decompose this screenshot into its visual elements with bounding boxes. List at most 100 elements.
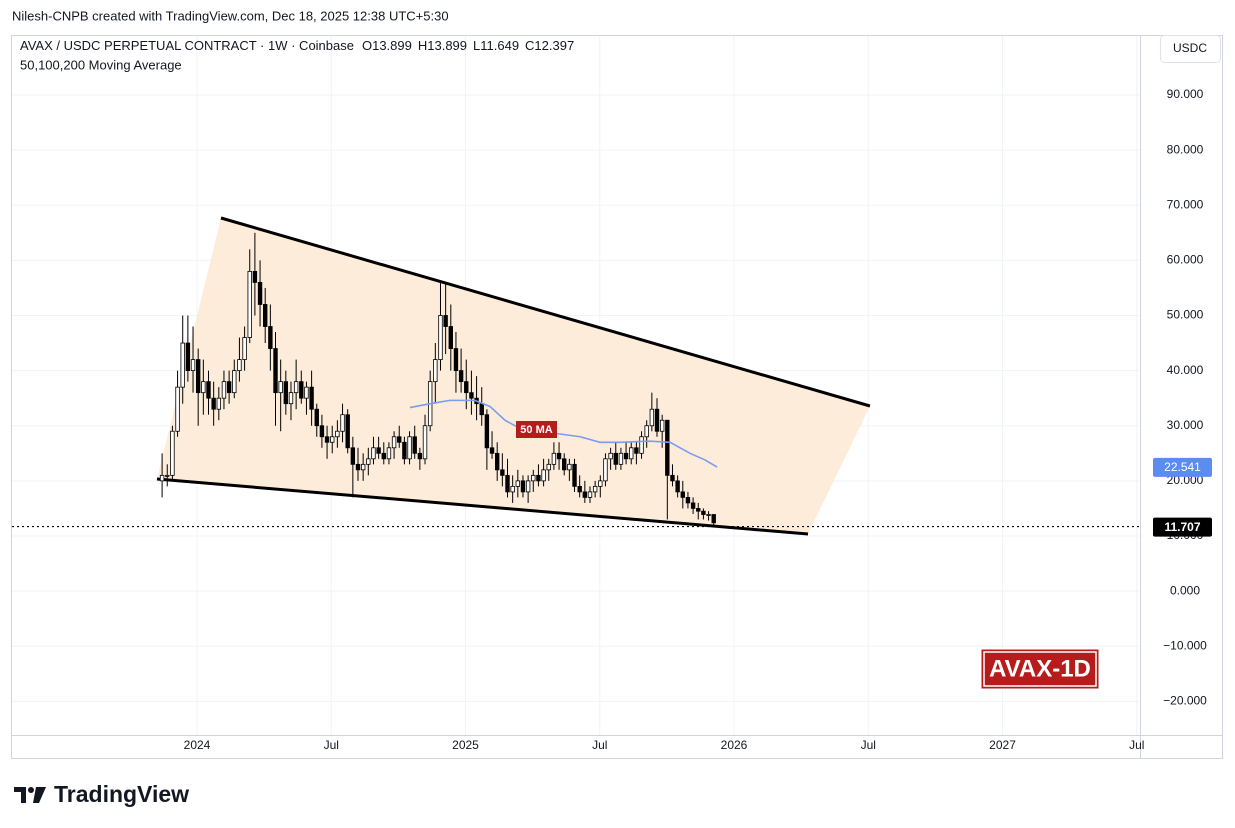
candle-body xyxy=(340,414,345,432)
candle-body xyxy=(464,381,469,394)
candle-body xyxy=(288,392,294,405)
candle-body xyxy=(690,502,696,509)
candle-body xyxy=(551,452,557,465)
candle-body xyxy=(531,474,536,482)
candle-body xyxy=(505,474,510,493)
candle-body xyxy=(402,441,407,460)
candle-body xyxy=(381,452,386,460)
y-tick-label: 40.000 xyxy=(1167,363,1204,377)
x-tick-label: 2025 xyxy=(452,738,479,752)
candle-body xyxy=(350,447,356,465)
candle-body xyxy=(252,270,258,283)
candle-body xyxy=(613,452,618,465)
legend-low: L11.649 xyxy=(473,38,519,53)
candle-body xyxy=(433,359,438,383)
candle-body xyxy=(489,447,495,454)
candle-body xyxy=(170,430,175,476)
candle-body xyxy=(221,381,227,399)
candle-body xyxy=(273,348,278,394)
candle-body xyxy=(314,408,319,427)
candle-body xyxy=(211,397,216,410)
candle-body xyxy=(268,326,273,349)
candle-body xyxy=(556,452,562,460)
candle-body xyxy=(232,370,237,394)
candle-body xyxy=(448,326,453,349)
candle-body xyxy=(391,436,397,449)
candle-body xyxy=(397,436,402,443)
candle-body xyxy=(247,270,252,338)
brand-name: TradingView xyxy=(54,781,189,807)
candle-body xyxy=(299,381,304,399)
candle-body xyxy=(541,469,546,482)
y-tick-label: −10.000 xyxy=(1163,638,1207,652)
candle-body xyxy=(546,463,551,471)
currency-label[interactable]: USDC xyxy=(1173,41,1207,55)
candle-body xyxy=(598,480,603,487)
candle-body xyxy=(185,342,191,372)
candle-body xyxy=(438,315,443,360)
candle-body xyxy=(582,491,588,498)
brand-logo xyxy=(14,787,46,803)
x-tick-label: Jul xyxy=(592,738,607,752)
candle-body xyxy=(665,419,670,476)
candle-body xyxy=(242,337,247,360)
candle-body xyxy=(324,436,330,443)
candle-body xyxy=(670,474,675,482)
candle-body xyxy=(443,315,448,327)
candle-body xyxy=(654,408,660,432)
candle-body xyxy=(634,447,639,454)
legend-high: H13.899 xyxy=(418,38,467,53)
candle-body xyxy=(608,452,613,460)
candle-body xyxy=(335,430,340,438)
candle-body xyxy=(371,447,376,460)
ma-badge xyxy=(516,421,557,438)
candle-body xyxy=(525,480,531,493)
candle-body xyxy=(355,463,361,471)
legend: AVAX / USDC PERPETUAL CONTRACT · 1W · Co… xyxy=(20,38,574,53)
y-tick-label: 0.000 xyxy=(1170,583,1200,597)
y-tick-label: 80.000 xyxy=(1167,142,1204,156)
grid xyxy=(12,36,1140,735)
currency-button[interactable] xyxy=(1160,35,1221,63)
x-tick-label: 2024 xyxy=(184,738,211,752)
badge-box xyxy=(980,648,1100,690)
ma-value-box xyxy=(1153,457,1212,477)
candle-body xyxy=(562,458,567,471)
candle-body xyxy=(407,436,412,460)
candle-body xyxy=(701,510,706,515)
candle-body xyxy=(469,392,474,399)
candle-body xyxy=(680,491,685,498)
ma-value-label: 22.541 xyxy=(1164,460,1201,474)
candle-body xyxy=(479,403,484,416)
candle-body xyxy=(649,408,655,427)
wedge-fill xyxy=(157,218,870,534)
candle-body xyxy=(577,485,582,493)
x-tick-label: Jul xyxy=(324,738,339,752)
candle-body xyxy=(484,414,490,449)
candle-body xyxy=(629,447,634,460)
candle-body xyxy=(175,386,180,432)
candle-body xyxy=(293,381,299,394)
x-tick-label: 2027 xyxy=(989,738,1016,752)
candle-body xyxy=(226,381,232,394)
logo-part xyxy=(28,787,34,793)
candle-body xyxy=(592,485,598,493)
candle-body xyxy=(675,480,680,493)
candle-body xyxy=(685,497,691,504)
candle-body xyxy=(366,458,371,465)
candle-body xyxy=(659,419,665,432)
candle-body xyxy=(572,463,577,487)
candle-body xyxy=(412,436,417,454)
candle-body xyxy=(623,452,629,460)
candle-body xyxy=(237,359,242,372)
candle-body xyxy=(520,480,526,493)
candle-body xyxy=(706,514,711,516)
candle-body xyxy=(587,491,593,498)
candle-body xyxy=(360,463,366,471)
candle-body xyxy=(536,474,541,482)
wedge-lower-line xyxy=(156,477,809,536)
candle-body xyxy=(510,485,515,493)
candle-body xyxy=(500,469,505,476)
candle-body xyxy=(283,381,289,405)
